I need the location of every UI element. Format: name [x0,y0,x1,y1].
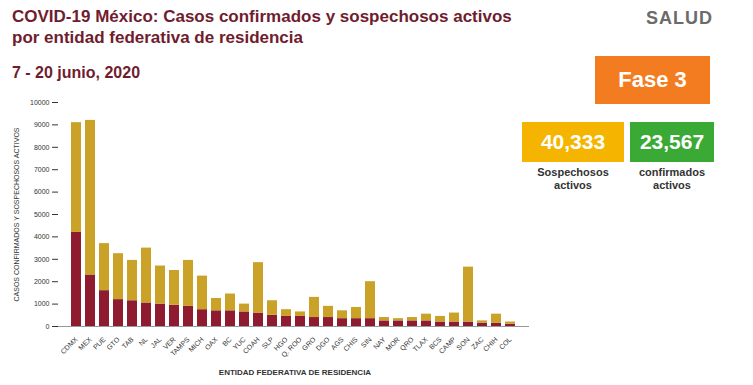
html-text:40,333: 40,333 [540,130,606,153]
svg-text:CDMX: CDMX [59,335,79,355]
svg-text:BC: BC [221,335,233,348]
html-text:confirmados activos: confirmados activos [639,166,705,191]
svg-text:SON: SON [455,336,471,352]
svg-text:TAMPS: TAMPS [169,335,191,358]
svg-text:MICH: MICH [187,336,205,354]
html-text:Fase 3: Fase 3 [618,67,687,92]
svg-text:4000: 4000 [34,233,50,240]
svg-text:5000: 5000 [34,211,50,218]
svg-text:Q. ROO: Q. ROO [280,335,303,359]
svg-text:OAX: OAX [203,335,219,351]
html-text:23,567: 23,567 [639,130,705,153]
svg-text:PUE: PUE [92,335,107,350]
svg-text:10000: 10000 [30,99,50,106]
svg-text:COAH: COAH [242,336,261,355]
svg-text:MEX: MEX [77,335,93,351]
svg-text:TLAX: TLAX [411,335,429,353]
svg-text:1000: 1000 [34,300,50,307]
svg-text:ZAC: ZAC [469,335,485,351]
svg-text:CHIS: CHIS [342,335,359,352]
html-text:SALUD: SALUD [646,8,713,28]
svg-text:TAB: TAB [121,335,135,349]
svg-text:CAMP: CAMP [438,335,457,354]
svg-text:JAL: JAL [149,336,163,350]
svg-text:NAY: NAY [372,335,387,351]
svg-text:COL: COL [498,336,513,351]
svg-text:YUC: YUC [231,335,247,352]
svg-text:DGO: DGO [315,335,332,352]
svg-text:SIN: SIN [360,336,373,349]
html-text:por entidad federativa de resi: por entidad federativa de residencia [12,28,303,47]
svg-text:SLP: SLP [260,335,275,350]
svg-text:3000: 3000 [34,256,50,263]
svg-text:CASOS CONFIRMADOS Y SOSPECHOSO: CASOS CONFIRMADOS Y SOSPECHOSOS ACTIVOS [13,127,20,301]
svg-text:QRO: QRO [398,335,415,352]
svg-text:BCS: BCS [427,335,443,351]
svg-text:AGS: AGS [329,335,345,352]
svg-text:7000: 7000 [34,166,50,173]
svg-text:8000: 8000 [34,144,50,151]
svg-text:MOR: MOR [384,336,401,353]
html-text:ENTIDAD FEDERATIVA DE RESIDENC: ENTIDAD FEDERATIVA DE RESIDENCIA [218,368,372,377]
html-text:COVID-19 México: Casos confirm: COVID-19 México: Casos confirmados y sos… [12,7,512,26]
svg-text:0: 0 [46,323,50,330]
html-text:7 - 20 junio, 2020: 7 - 20 junio, 2020 [12,64,141,81]
svg-text:GTO: GTO [105,335,121,351]
svg-text:CHIH: CHIH [482,336,499,353]
svg-text:GRO: GRO [301,335,318,352]
svg-text:6000: 6000 [34,188,50,195]
svg-text:HGO: HGO [272,335,289,352]
svg-text:2000: 2000 [34,278,50,285]
html-text:Sospechosos activos: Sospechosos activos [537,166,609,191]
svg-text:VER: VER [161,335,177,351]
svg-text:NL: NL [138,336,149,347]
svg-text:9000: 9000 [34,121,50,128]
